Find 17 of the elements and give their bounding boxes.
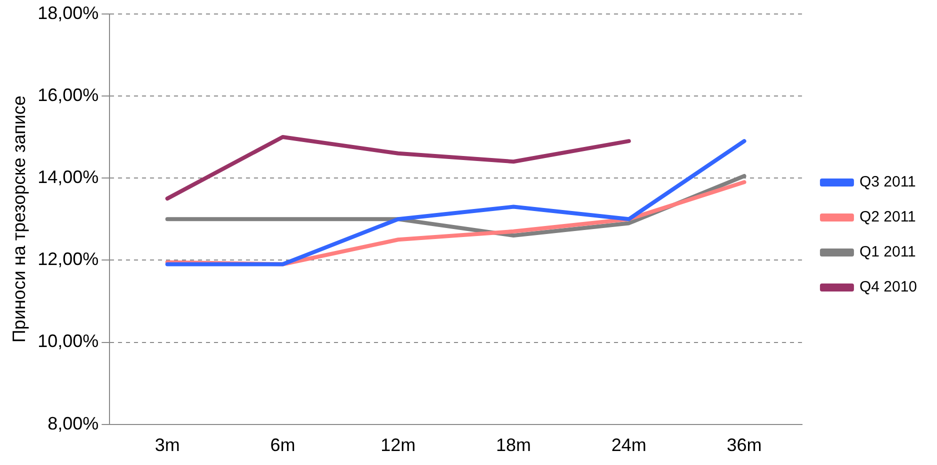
y-tick-label: 10,00% (38, 331, 99, 352)
y-tick-label: 14,00% (38, 167, 99, 188)
x-tick-label: 3m (154, 435, 180, 456)
x-tick-label: 6m (270, 435, 296, 456)
legend-label: Q2 2011 (859, 208, 916, 226)
x-tick-label: 12m (380, 435, 416, 456)
x-tick-label: 24m (611, 435, 646, 456)
y-axis-title: Приноси на трезорске записе (8, 96, 29, 343)
x-tick-label: 36m (726, 435, 762, 456)
legend-label: Q4 2010 (859, 278, 917, 296)
y-tick-label: 8,00% (48, 413, 99, 434)
legend-label: Q1 2011 (859, 244, 916, 261)
legend-label: Q3 2011 (859, 174, 916, 191)
y-tick-label: 12,00% (38, 249, 99, 270)
y-tick-label: 16,00% (38, 84, 99, 105)
y-tick-label: 18,00% (38, 2, 99, 23)
x-tick-label: 18m (496, 435, 531, 456)
